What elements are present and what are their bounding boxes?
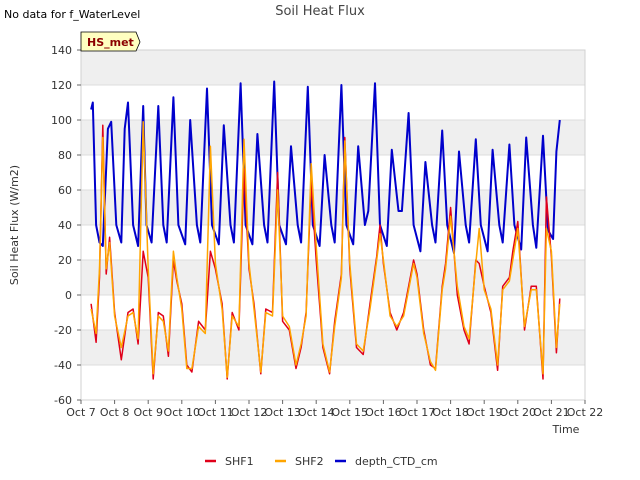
series-line-depth-ctd-cm bbox=[90, 80, 561, 254]
x-axis-title: Time bbox=[552, 423, 580, 436]
y-tick-label: -20 bbox=[54, 324, 72, 337]
y-tick-label: 0 bbox=[65, 289, 72, 302]
x-tick-label: Oct 11 bbox=[197, 406, 234, 419]
x-tick-label: Oct 16 bbox=[365, 406, 402, 419]
no-data-note: No data for f_WaterLevel bbox=[4, 8, 140, 21]
y-tick-label: 80 bbox=[58, 149, 72, 162]
chart-title: Soil Heat Flux bbox=[275, 4, 365, 19]
x-tick-label: Oct 7 bbox=[66, 406, 96, 419]
y-tick-label: 20 bbox=[58, 254, 72, 267]
x-tick-label: Oct 9 bbox=[133, 406, 163, 419]
x-tick-label: Oct 22 bbox=[567, 406, 604, 419]
x-tick-label: Oct 14 bbox=[298, 406, 335, 419]
background-band bbox=[81, 50, 585, 85]
gridlines bbox=[81, 49, 585, 401]
series-layer bbox=[90, 80, 561, 380]
legend-label-shf2: SHF2 bbox=[295, 455, 324, 468]
legend-label-depth-ctd-cm: depth_CTD_cm bbox=[355, 455, 438, 468]
x-tick-label: Oct 17 bbox=[399, 406, 436, 419]
background-band bbox=[81, 190, 585, 225]
x-tick-label: Oct 18 bbox=[432, 406, 469, 419]
y-tick-label: 60 bbox=[58, 184, 72, 197]
legend-label-shf1: SHF1 bbox=[225, 455, 254, 468]
hs-met-badge: HS_met bbox=[80, 31, 141, 52]
x-tick-label: Oct 13 bbox=[264, 406, 301, 419]
series-line-shf2 bbox=[90, 121, 561, 379]
y-tick-label: -40 bbox=[54, 359, 72, 372]
x-tick-label: Oct 20 bbox=[500, 406, 537, 419]
y-tick-label: -60 bbox=[54, 394, 72, 407]
x-tick-label: Oct 8 bbox=[100, 406, 130, 419]
y-axis-title: Soil Heat Flux (W/m2) bbox=[8, 165, 21, 285]
x-tick-label: Oct 10 bbox=[164, 406, 201, 419]
y-tick-label: 120 bbox=[51, 79, 72, 92]
y-tick-label: 40 bbox=[58, 219, 72, 232]
background-band bbox=[81, 260, 585, 295]
background-band bbox=[81, 120, 585, 155]
badge-label: HS_met bbox=[87, 36, 134, 49]
background-bands bbox=[81, 50, 585, 365]
x-tick-label: Oct 12 bbox=[231, 406, 268, 419]
x-tick-label: Oct 21 bbox=[533, 406, 570, 419]
y-tick-label: 140 bbox=[51, 44, 72, 57]
x-tick-label: Oct 19 bbox=[466, 406, 503, 419]
y-tick-label: 100 bbox=[51, 114, 72, 127]
x-tick-label: Oct 15 bbox=[332, 406, 369, 419]
legend: SHF1 SHF2 depth_CTD_cm bbox=[205, 455, 438, 468]
y-axis-ticks: -60 -40 -20 0 20 40 60 80 100 120 140 bbox=[51, 44, 81, 407]
